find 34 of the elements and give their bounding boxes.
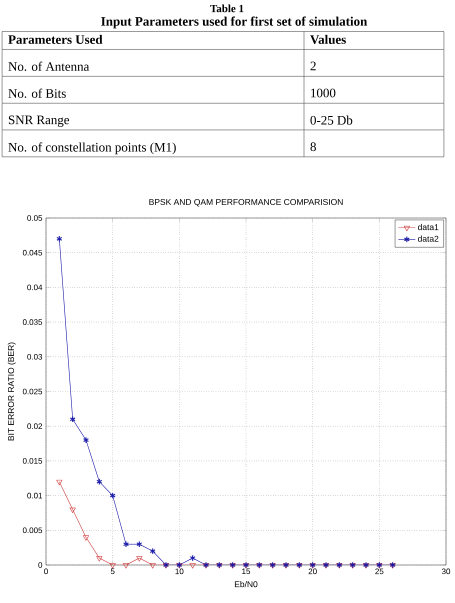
text: 1000 — [311, 88, 336, 98]
point — [136, 540, 142, 548]
text: 2 — [310, 62, 316, 70]
y-axis-title: BIT ERROR RATIO (BER) — [8, 342, 16, 440]
text: Parameters Used — [8, 34, 102, 44]
point — [150, 563, 156, 568]
text: Table 1 — [210, 4, 244, 12]
text: No. of Antenna — [8, 62, 90, 71]
point — [150, 548, 156, 554]
point — [82, 535, 90, 541]
text: Values — [310, 34, 346, 44]
x-axis-title: Eb/N0 — [234, 581, 258, 588]
text: 8 — [310, 142, 316, 152]
text: No. of constellation points (M1) — [8, 142, 176, 154]
point — [110, 492, 116, 499]
text: SNR Range — [8, 116, 70, 127]
legend-label: data1 — [418, 224, 438, 230]
point — [70, 508, 76, 513]
text: Input Parameters used for first set of simulation — [101, 16, 368, 28]
point — [190, 563, 196, 568]
legend-label: data2 — [418, 236, 438, 242]
point — [96, 478, 102, 486]
point — [83, 436, 89, 444]
text: 0-25 Db — [310, 116, 352, 125]
chart-title: BPSK AND QAM PERFORMANCE COMPARISION — [149, 199, 343, 207]
point — [70, 416, 76, 423]
point — [190, 554, 196, 562]
point — [56, 480, 62, 486]
point — [110, 563, 116, 568]
point — [123, 540, 129, 548]
point — [96, 556, 102, 562]
text: No. of Bits — [8, 88, 66, 98]
point — [122, 563, 130, 568]
point — [136, 556, 142, 562]
